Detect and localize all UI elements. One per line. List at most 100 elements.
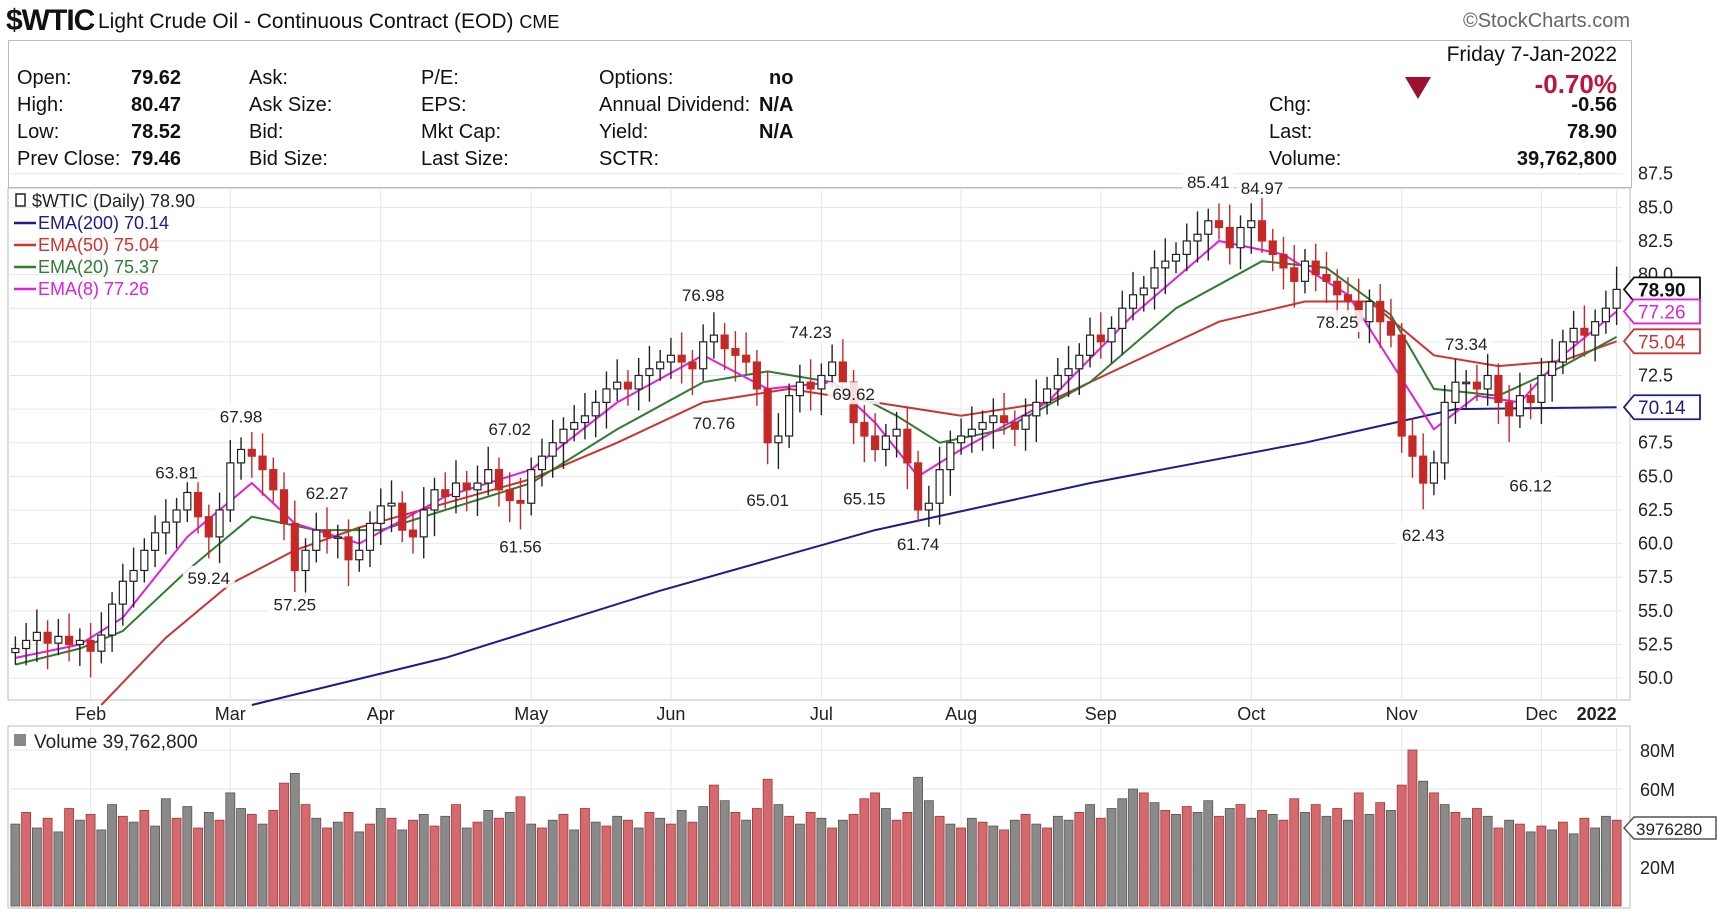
volume-bar (289, 773, 300, 907)
volume-bar (1482, 815, 1493, 907)
down-arrow-icon (1405, 77, 1431, 99)
candle-body (1494, 374, 1503, 403)
volume-bar (999, 829, 1009, 907)
volume-bar (236, 808, 246, 907)
volume-bar (1042, 827, 1052, 907)
volume-bar (1214, 815, 1224, 907)
candle-body (1472, 381, 1482, 390)
x-tick-label: Mar (215, 704, 246, 724)
volume-bar (64, 808, 75, 907)
ema200-line (251, 406, 1617, 706)
volume-bar (182, 806, 193, 907)
price-annotation: 66.12 (1509, 476, 1552, 495)
volume-bar (784, 815, 795, 907)
candle-body (11, 647, 20, 654)
volume-bar (354, 831, 365, 907)
volume-bar (1600, 815, 1611, 907)
volume-bar (966, 817, 977, 907)
candle-body (1118, 307, 1127, 330)
candle-body (54, 635, 63, 644)
volume-bar (1547, 829, 1558, 907)
volume-bar (537, 827, 547, 907)
volume-bar (408, 819, 418, 907)
x-tick-label: Apr (367, 704, 395, 724)
price-annotation: 74.23 (789, 323, 832, 342)
candle-body (387, 502, 396, 507)
quote-options-value: no (769, 67, 794, 89)
quote-date: Friday 7-Jan-2022 (1446, 43, 1617, 66)
volume-title: Volume 39,762,800 (34, 732, 198, 753)
candle-body (97, 634, 106, 652)
volume-bar (633, 827, 644, 907)
candle-body (1558, 341, 1567, 363)
brand-logo[interactable]: ©StockCharts.com (1462, 10, 1630, 32)
annotation-bg (827, 382, 880, 405)
candle-body (494, 469, 504, 491)
price-annotation: 76.98 (682, 286, 725, 305)
volume-bar (1203, 800, 1214, 907)
candle-body (720, 334, 729, 350)
price-annotation: 61.74 (897, 535, 940, 554)
candle-body (43, 631, 52, 644)
candle-body (1537, 374, 1546, 403)
candle-body (580, 415, 590, 424)
volume-bar (1257, 810, 1267, 907)
volume-bar (816, 817, 827, 907)
price-annotation: 63.81 (155, 463, 198, 482)
candle-body (817, 374, 826, 390)
volume-bar (472, 821, 483, 907)
volume-bar (279, 782, 289, 907)
volume-bar (773, 804, 784, 907)
y-tick-label: 82.5 (1638, 231, 1673, 251)
candle-body (172, 509, 181, 523)
volume-bar (203, 812, 214, 907)
candle-body (290, 522, 299, 572)
candle-body (333, 536, 342, 539)
volume-bar (1332, 808, 1343, 907)
candle-body (365, 522, 375, 551)
price-tag-box (1622, 276, 1701, 303)
candle-body (978, 421, 987, 430)
volume-bar (1267, 813, 1278, 907)
price-tag: 78.90 (1622, 276, 1701, 303)
quote-last-label: Last: (1269, 121, 1313, 143)
candle-body (1505, 401, 1514, 417)
candle-body (516, 499, 525, 504)
volume-bar (225, 792, 236, 907)
candle-body (924, 502, 933, 511)
volume-bar (418, 813, 429, 907)
x-tick-label: Nov (1386, 704, 1418, 724)
annotation-bg (483, 417, 536, 440)
candle-body (1290, 267, 1299, 282)
candle-body (312, 529, 321, 551)
quote-pe-label: P/E: (421, 67, 459, 89)
candle-body (1182, 240, 1191, 256)
volume-bar (483, 810, 494, 907)
quote-last-value: 78.90 (1566, 121, 1617, 143)
candle-body (1515, 395, 1525, 417)
candle-body (473, 482, 482, 491)
volume-bar (117, 815, 128, 907)
candle-body (1343, 294, 1353, 303)
candle-body (1247, 220, 1256, 229)
candle-body (1612, 288, 1621, 309)
candle-body (1214, 220, 1224, 229)
candle-legend-icon (15, 193, 26, 207)
candle-body (1462, 381, 1471, 385)
candle-body (1139, 287, 1148, 296)
volume-bar (666, 823, 676, 907)
price-annotation: 70.76 (693, 414, 736, 433)
candle-body (1440, 401, 1449, 464)
volume-bar (891, 819, 902, 907)
price-tag-box (1622, 328, 1701, 355)
volume-bar (1461, 817, 1472, 907)
volume-bar (1525, 831, 1536, 907)
candle-body (32, 631, 41, 642)
candle-body (548, 442, 557, 457)
candle-body (1397, 334, 1406, 437)
candle-body (935, 469, 944, 504)
volume-bar (214, 819, 225, 907)
candle-body (1225, 226, 1234, 249)
volume-bar (246, 813, 257, 907)
